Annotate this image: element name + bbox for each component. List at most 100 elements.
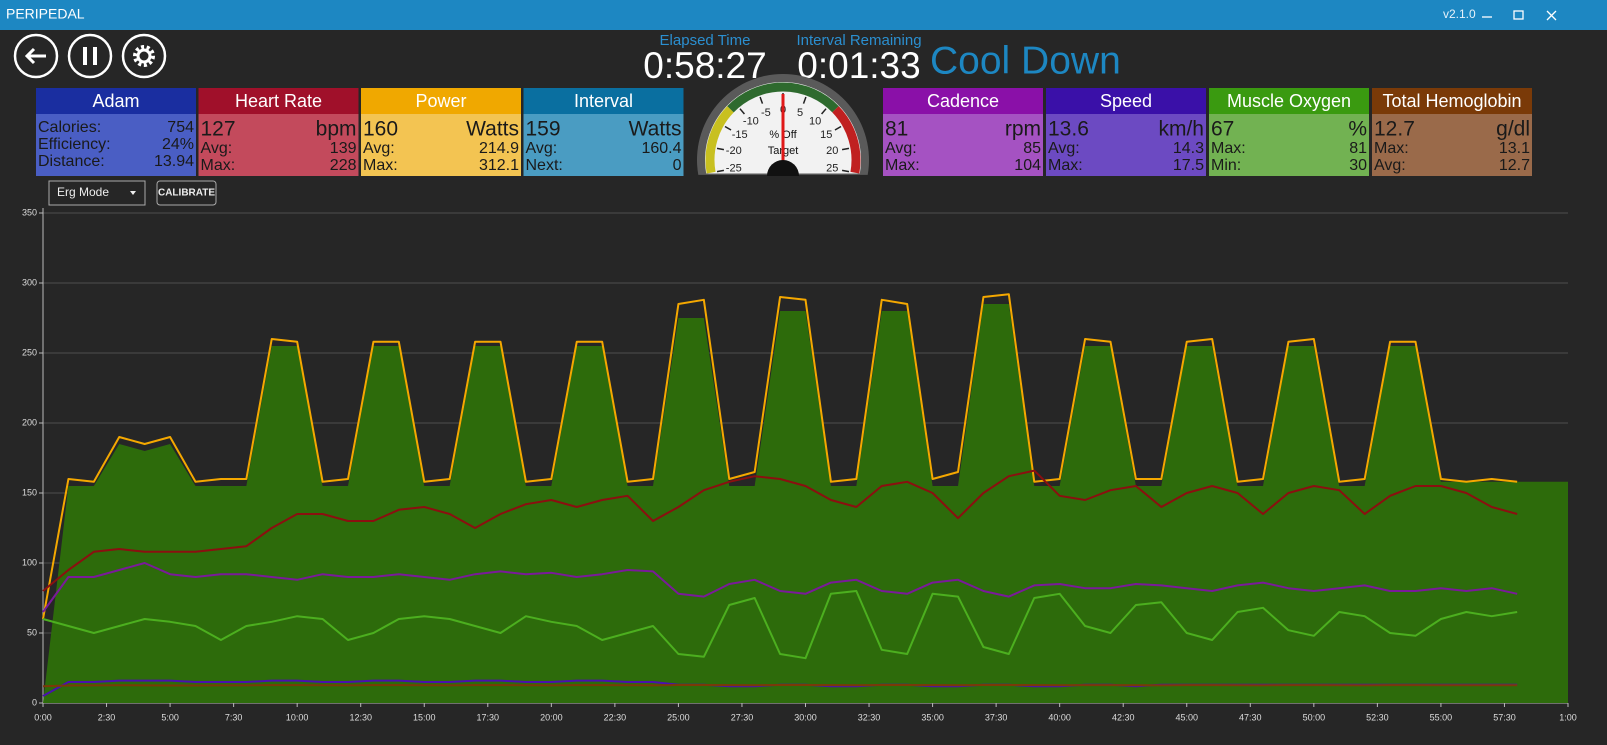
y-tick-label: 100 <box>22 557 37 567</box>
tile-row-value: 214.9 <box>479 140 519 157</box>
tile-unit: Watts <box>629 118 682 141</box>
button-box[interactable] <box>156 180 217 206</box>
tile-row-value: 81 <box>1349 140 1367 157</box>
version: v2.1.0 <box>1443 7 1476 21</box>
tile-title: Interval <box>574 91 633 111</box>
gauge-tick <box>759 96 764 104</box>
tile-row-value: 85 <box>1023 140 1041 157</box>
window-controls <box>1482 10 1557 21</box>
remaining-time: 0:01:33 <box>797 45 920 86</box>
tile-row-label: Max: <box>885 157 920 174</box>
tile-row-label: Efficiency: <box>38 136 111 153</box>
maximize-button[interactable] <box>1513 10 1524 20</box>
pause-button[interactable] <box>67 33 113 79</box>
gauge-tick-label: 25 <box>826 163 838 175</box>
elapsed-label: Elapsed Time <box>660 32 751 49</box>
y-tick-label: 0 <box>32 697 37 707</box>
x-tick-label: 15:00 <box>413 712 436 722</box>
line <box>42 293 1518 620</box>
tile-title: Heart Rate <box>235 91 322 111</box>
x-tick-label: 7:30 <box>225 712 243 722</box>
stat-tile: Power 160 Watts Avg: 214.9 Max: 312.1 <box>361 88 521 176</box>
tile-row-value: 30 <box>1349 157 1367 174</box>
tile-row-label: Max: <box>1048 157 1083 174</box>
back-button[interactable] <box>13 33 59 79</box>
x-tick-label: 22:30 <box>604 712 627 722</box>
tile-body <box>198 114 359 176</box>
stat-tile: Interval 159 Watts Avg: 160.4 Next: 0 <box>523 88 684 176</box>
chart: 0 50 100 150 200 250 300 350 0:00 2:30 5:00 7:30 10:… <box>22 207 1577 722</box>
tile-row-label: Next: <box>526 157 563 174</box>
tile-header <box>198 88 359 114</box>
gauge-hub <box>767 160 799 176</box>
tile-row-value: 139 <box>330 140 357 157</box>
gauge-tick-label: -15 <box>732 129 748 141</box>
x-tick-label: 12:30 <box>349 712 372 722</box>
x-tick-label: 25:00 <box>667 712 690 722</box>
tile-body <box>361 114 521 176</box>
gauge-tick-label: -5 <box>761 107 771 119</box>
tile-header <box>1046 88 1206 114</box>
tile-value: 160 <box>363 118 398 141</box>
gauge: -25-20-15-10-50510152025% OffTarget <box>697 74 869 176</box>
tile-row-label: Avg: <box>201 140 233 157</box>
x-tick-label: 50:00 <box>1303 712 1326 722</box>
tile-row-label: Distance: <box>38 153 105 170</box>
calibrate-label: CALIBRATE <box>158 188 215 199</box>
tile-row-value: 754 <box>167 119 194 136</box>
tile-row-label: Calories: <box>38 119 101 136</box>
tile-row-value: 13.1 <box>1499 140 1530 157</box>
gauge-tick <box>716 147 725 151</box>
x-tick-label: 1:00 <box>1559 712 1577 722</box>
tile-unit: rpm <box>1005 118 1041 141</box>
close-button[interactable] <box>1546 10 1557 21</box>
toolbar <box>13 33 167 79</box>
tile-unit: km/h <box>1158 118 1204 141</box>
stat-tile: Speed 13.6 km/h Avg: 14.3 Max: 17.5 <box>1046 88 1206 176</box>
gauge-tick-label: 10 <box>809 116 821 128</box>
gauge-band <box>727 82 839 113</box>
tile-unit: Watts <box>466 118 519 141</box>
x-tick-label: 42:30 <box>1112 712 1135 722</box>
app-title: PERIPEDAL <box>6 6 85 22</box>
tile-row-label: Max: <box>1211 140 1246 157</box>
gauge-band <box>832 106 861 174</box>
mode-select[interactable]: Erg Mode <box>48 180 146 206</box>
gauge-tick-label: -25 <box>726 163 742 175</box>
tile-header <box>36 88 196 114</box>
gauge-tick-label: -10 <box>743 116 759 128</box>
tile-value: 12.7 <box>1374 118 1415 141</box>
gauge-tick <box>841 147 850 151</box>
line <box>42 562 1518 613</box>
tile-row-label: Avg: <box>1374 157 1406 174</box>
tile-row-value: 0 <box>673 157 682 174</box>
tile-unit: g/dl <box>1496 118 1530 141</box>
tile-unit: bpm <box>316 118 357 141</box>
gauge-tick <box>716 169 725 173</box>
gauge-tick-label: 20 <box>826 145 838 157</box>
tile-row-value: 312.1 <box>479 157 519 174</box>
x-tick-label: 27:30 <box>731 712 754 722</box>
tile-title: Speed <box>1100 91 1152 111</box>
y-tick-label: 150 <box>22 487 37 497</box>
stat-tile: Cadence 81 rpm Avg: 85 Max: 104 <box>883 88 1043 176</box>
calibrate-button[interactable]: CALIBRATE <box>156 180 217 206</box>
tile-value: 13.6 <box>1048 118 1089 141</box>
tile-header <box>361 88 521 114</box>
x-tick-label: 5:00 <box>161 712 179 722</box>
tile-header <box>523 88 684 114</box>
tile-row-label: Avg: <box>526 140 558 157</box>
remaining-label: Interval Remaining <box>796 32 921 49</box>
area <box>43 304 1568 703</box>
settings-button[interactable] <box>121 33 167 79</box>
x-tick-label: 40:00 <box>1048 712 1071 722</box>
select-box[interactable] <box>48 180 146 206</box>
tile-header <box>883 88 1043 114</box>
tile-title: Adam <box>92 91 139 111</box>
y-tick-label: 50 <box>27 627 37 637</box>
tile-body <box>523 114 684 176</box>
tile-row-value: 13.94 <box>154 153 194 170</box>
gauge-tick-label: 15 <box>820 129 832 141</box>
